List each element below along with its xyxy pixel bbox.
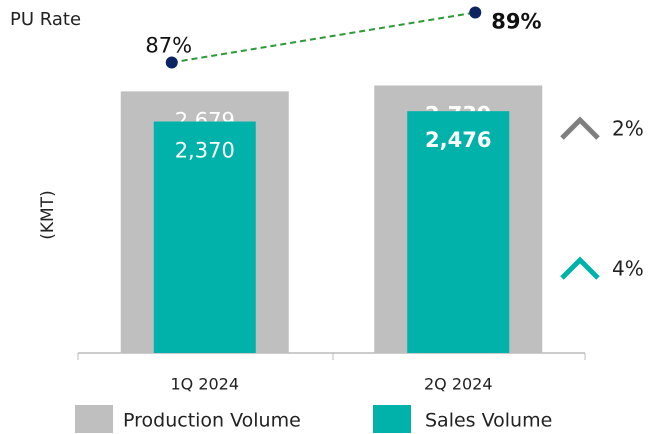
annotation: 2% <box>612 117 644 141</box>
line-marker <box>469 6 482 19</box>
y-axis-label: (KMT) <box>38 190 58 239</box>
line-series-name: PU Rate <box>10 9 81 30</box>
chevron <box>560 256 600 280</box>
annotation: 4% <box>612 257 644 281</box>
line-label: 87% <box>145 34 192 58</box>
x-tick-label: 1Q 2024 <box>170 375 239 394</box>
data-label: 2,476 <box>425 128 491 152</box>
chevron <box>560 116 600 140</box>
line-marker <box>165 56 178 69</box>
bar <box>407 111 510 353</box>
x-tick-label: 2Q 2024 <box>424 375 493 394</box>
line-label: 89% <box>491 10 541 34</box>
legend-label: Sales Volume <box>425 410 552 432</box>
legend-swatch <box>373 405 411 433</box>
data-label: 2,370 <box>175 139 235 163</box>
legend-swatch <box>75 405 113 433</box>
bar <box>153 121 256 353</box>
legend-label: Production Volume <box>123 410 301 432</box>
line <box>171 11 476 64</box>
